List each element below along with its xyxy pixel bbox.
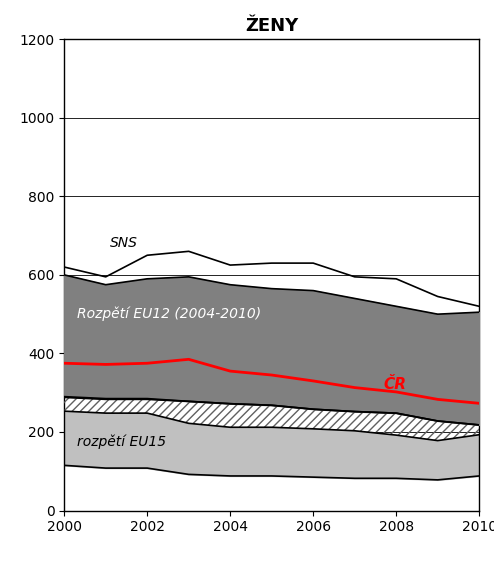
Text: rozpětí EU15: rozpětí EU15 bbox=[77, 435, 166, 449]
Title: ŽENY: ŽENY bbox=[245, 17, 298, 35]
Text: ČR: ČR bbox=[384, 377, 407, 392]
Text: Rozpětí EU12 (2004-2010): Rozpětí EU12 (2004-2010) bbox=[77, 307, 261, 321]
Text: SNS: SNS bbox=[110, 236, 138, 250]
